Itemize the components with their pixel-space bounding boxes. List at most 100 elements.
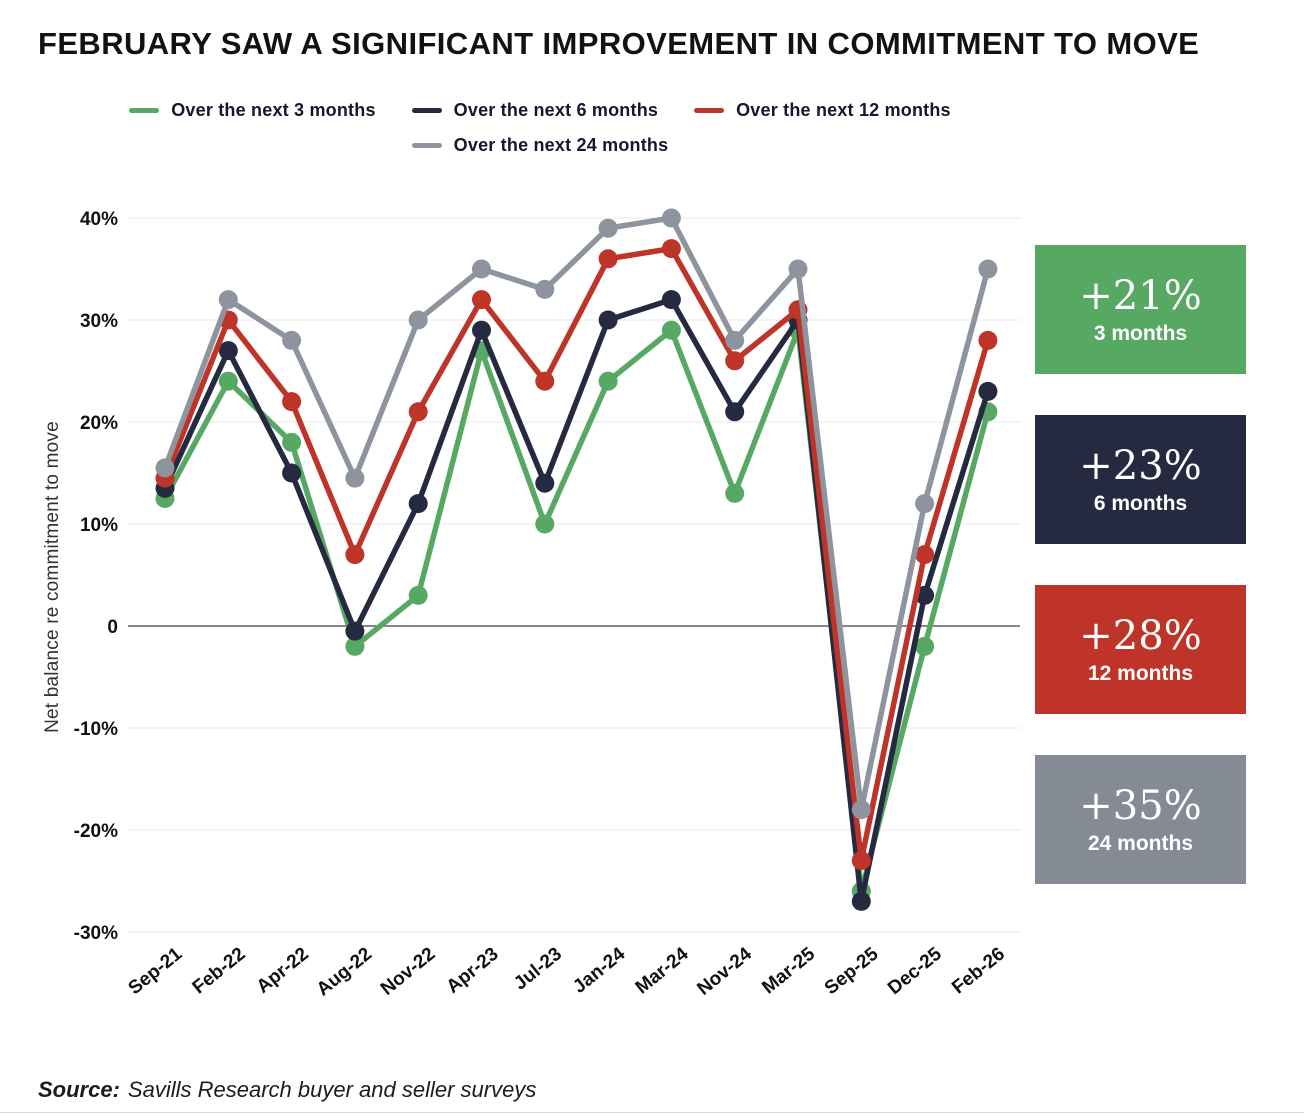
legend-color-swatch-icon	[129, 108, 160, 113]
data-point-over-the-next-24-months	[661, 208, 681, 228]
y-axis-title: Net balance re commitment to move	[42, 421, 63, 733]
y-tick-label: -20%	[74, 821, 118, 842]
series-over-the-next-6-months	[155, 290, 998, 911]
data-point-over-the-next-12-months	[345, 545, 365, 565]
source-prefix: Source:	[38, 1077, 120, 1102]
data-point-over-the-next-12-months	[725, 351, 745, 371]
data-point-over-the-next-6-months	[535, 473, 555, 493]
data-point-over-the-next-12-months	[851, 851, 871, 871]
legend-item: Over the next 12 months	[694, 100, 951, 121]
x-tick-label: Dec-25	[884, 943, 946, 999]
data-point-over-the-next-24-months	[788, 259, 808, 279]
data-point-over-the-next-3-months	[408, 585, 428, 605]
data-point-over-the-next-24-months	[725, 330, 745, 350]
data-point-over-the-next-6-months	[978, 381, 998, 401]
data-point-over-the-next-24-months	[345, 468, 365, 488]
x-tick-label: Aug-22	[313, 944, 376, 1001]
badge-value: +35%	[1079, 782, 1202, 829]
legend-item-label: Over the next 3 months	[171, 100, 376, 120]
data-point-over-the-next-3-months	[915, 636, 935, 656]
data-point-over-the-next-24-months	[915, 494, 935, 514]
y-tick-label: -10%	[74, 719, 118, 740]
x-tick-label: Jul-23	[510, 944, 566, 995]
data-point-over-the-next-3-months	[218, 371, 238, 391]
x-tick-label: Jan-24	[569, 943, 629, 997]
data-point-over-the-next-3-months	[345, 636, 365, 656]
data-point-over-the-next-6-months	[345, 621, 365, 641]
series-line-over-the-next-6-months	[162, 296, 991, 905]
data-point-over-the-next-24-months	[535, 279, 555, 299]
legend-color-swatch-icon	[411, 108, 442, 113]
x-tick-label: Apr-22	[253, 944, 313, 998]
summary-badge: +28% 12 months	[1035, 585, 1246, 714]
data-point-over-the-next-12-months	[978, 330, 998, 350]
data-point-over-the-next-6-months	[851, 891, 871, 911]
data-point-over-the-next-24-months	[282, 330, 302, 350]
summary-badge: +21% 3 months	[1035, 245, 1246, 374]
series-line-over-the-next-12-months	[162, 245, 991, 864]
bottom-divider	[0, 1112, 1304, 1113]
legend-item-label: Over the next 12 months	[736, 100, 951, 120]
data-point-over-the-next-24-months	[851, 800, 871, 820]
data-point-over-the-next-24-months	[408, 310, 428, 330]
page-title: FEBRUARY SAW A SIGNIFICANT IMPROVEMENT I…	[38, 26, 1200, 61]
data-point-over-the-next-6-months	[408, 494, 428, 514]
data-point-over-the-next-6-months	[725, 402, 745, 422]
y-tick-label: 30%	[80, 311, 118, 332]
badge-label: 3 months	[1093, 321, 1188, 345]
legend-item: Over the next 6 months	[411, 100, 659, 121]
legend-color-swatch-icon	[411, 143, 442, 148]
badge-value: +23%	[1079, 442, 1202, 489]
summary-badge: +23% 6 months	[1035, 415, 1246, 544]
data-point-over-the-next-3-months	[282, 432, 302, 452]
source-text: Savills Research buyer and seller survey…	[127, 1077, 537, 1102]
data-point-over-the-next-12-months	[598, 249, 618, 269]
data-point-over-the-next-12-months	[915, 545, 935, 565]
series-over-the-next-24-months	[155, 208, 998, 820]
data-point-over-the-next-6-months	[472, 320, 491, 340]
y-tick-label: 10%	[80, 515, 118, 536]
badge-label: 12 months	[1087, 661, 1194, 685]
data-point-over-the-next-6-months	[661, 290, 681, 310]
data-point-over-the-next-6-months	[218, 341, 238, 361]
x-tick-label: Feb-22	[189, 944, 250, 999]
x-tick-label: Apr-23	[443, 944, 503, 998]
data-point-over-the-next-24-months	[978, 259, 998, 279]
legend-item-label: Over the next 24 months	[453, 135, 669, 155]
legend-item: Over the next 3 months	[129, 100, 375, 121]
data-point-over-the-next-6-months	[282, 463, 302, 483]
x-tick-label: Mar-25	[758, 943, 819, 998]
badge-value: +21%	[1079, 272, 1202, 319]
y-tick-label: 20%	[80, 413, 118, 434]
x-tick-label: Nov-22	[377, 944, 439, 1000]
data-point-over-the-next-12-months	[472, 290, 491, 310]
data-point-over-the-next-24-months	[218, 290, 238, 310]
badge-value: +28%	[1079, 612, 1202, 659]
data-point-over-the-next-6-months	[598, 310, 618, 330]
y-tick-label: 40%	[80, 209, 118, 230]
y-tick-label: 0	[107, 617, 118, 638]
data-point-over-the-next-3-months	[535, 514, 555, 534]
summary-badge: +35% 24 months	[1035, 755, 1246, 884]
y-tick-label: -30%	[74, 923, 118, 944]
chart-legend: Over the next 3 months Over the next 6 m…	[85, 100, 995, 156]
x-tick-label: Sep-21	[125, 943, 187, 999]
summary-badges: +21% 3 months +23% 6 months +28% 12 mont…	[1035, 245, 1246, 884]
data-point-over-the-next-12-months	[282, 392, 302, 412]
x-tick-label: Mar-24	[632, 943, 693, 998]
data-point-over-the-next-12-months	[535, 371, 555, 391]
series-line-over-the-next-24-months	[162, 215, 991, 813]
data-point-over-the-next-12-months	[661, 239, 681, 259]
badge-label: 24 months	[1087, 831, 1194, 855]
x-tick-label: Sep-25	[821, 943, 883, 999]
data-point-over-the-next-3-months	[598, 371, 618, 391]
series-over-the-next-12-months	[155, 239, 998, 871]
badge-label: 6 months	[1093, 491, 1188, 515]
x-tick-label: Nov-24	[693, 943, 756, 999]
data-point-over-the-next-24-months	[472, 259, 491, 279]
source-note: Source: Savills Research buyer and seller…	[38, 1077, 536, 1103]
data-point-over-the-next-24-months	[598, 218, 618, 238]
legend-item-label: Over the next 6 months	[453, 100, 659, 120]
